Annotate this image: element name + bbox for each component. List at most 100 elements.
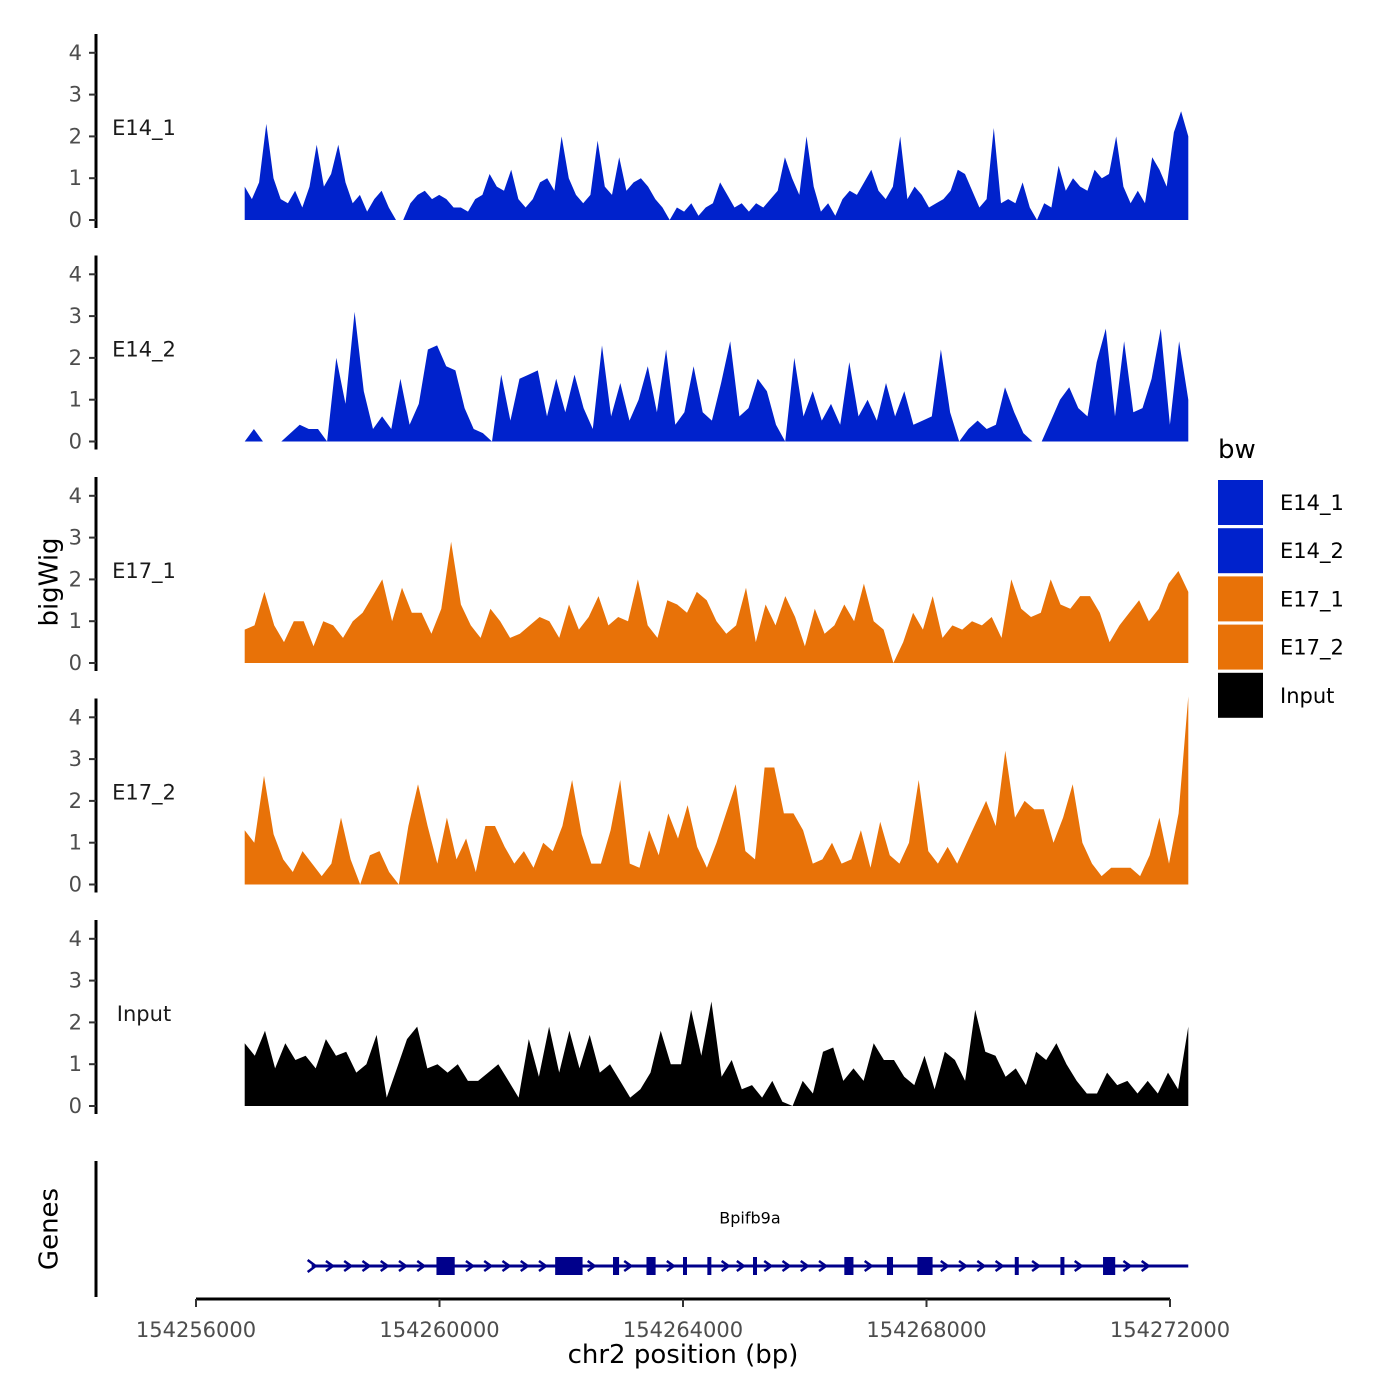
y-axis-title: bigWig bbox=[35, 537, 65, 626]
exon bbox=[646, 1257, 656, 1275]
legend-item-E14_1: E14_1 bbox=[1218, 480, 1344, 525]
x-tick-label: 154264000 bbox=[623, 1318, 743, 1342]
y-tick-label: 0 bbox=[69, 208, 82, 232]
strand-arrow bbox=[736, 1259, 746, 1273]
gene-start-mark bbox=[306, 1259, 318, 1273]
legend-swatch bbox=[1218, 480, 1263, 525]
y-tick-label: 2 bbox=[69, 567, 82, 591]
strand-arrow bbox=[465, 1259, 476, 1273]
y-tick-label: 1 bbox=[69, 1052, 82, 1076]
y-tick-label: 3 bbox=[69, 83, 82, 107]
strand-arrow bbox=[623, 1259, 634, 1273]
signal-area-E14_1 bbox=[244, 111, 1189, 220]
y-tick-label: 4 bbox=[69, 484, 82, 508]
strand-arrow bbox=[940, 1259, 950, 1273]
legend-label: E14_2 bbox=[1280, 539, 1344, 564]
strand-arrow bbox=[1140, 1259, 1151, 1273]
x-ticks: 154256000 154260000 154264000 154268000 1542… bbox=[136, 1299, 1230, 1342]
y-tick-label: 4 bbox=[69, 705, 82, 729]
exon bbox=[555, 1257, 583, 1275]
x-tick-label: 154260000 bbox=[379, 1318, 499, 1342]
legend-label: E17_1 bbox=[1280, 587, 1344, 612]
strand-arrow bbox=[361, 1259, 372, 1273]
strand-arrow bbox=[720, 1259, 731, 1273]
legend-entries: E14_1 E14_2 E17_1 E17_2 Input bbox=[1218, 480, 1344, 718]
gene-track-title: Genes bbox=[35, 1188, 65, 1270]
x-tick-label: 154272000 bbox=[1110, 1318, 1230, 1342]
strand-arrow bbox=[976, 1259, 987, 1273]
strand-arrow bbox=[416, 1259, 427, 1273]
legend-item-Input: Input bbox=[1218, 672, 1334, 718]
track-E17_2: 0 1 2 3 4 E17_2 bbox=[69, 696, 1189, 897]
gene-models: Bpifb9a bbox=[306, 1209, 1189, 1275]
gene-Bpifb9a: Bpifb9a bbox=[306, 1209, 1189, 1275]
legend-item-E17_2: E17_2 bbox=[1218, 624, 1344, 670]
y-tick-label: 3 bbox=[69, 304, 82, 328]
strand-arrow bbox=[1122, 1259, 1133, 1273]
strand-arrow bbox=[538, 1259, 549, 1273]
track-E17_1: 0 1 2 3 4 E17_1 bbox=[69, 477, 1189, 675]
y-tick-label: 0 bbox=[69, 651, 82, 675]
y-tick-label: 2 bbox=[69, 789, 82, 813]
y-tick-label: 3 bbox=[69, 969, 82, 993]
strand-arrow bbox=[325, 1259, 336, 1273]
y-tick-label: 0 bbox=[69, 1094, 82, 1118]
strand-arrow bbox=[763, 1259, 774, 1273]
bigwig-tracks: 0 1 2 3 4 E14_1 0 1 2 3 4 E14_2 0 1 2 3 4 E17_1 0 1 2 3 4 E17_2… bbox=[69, 34, 1189, 1118]
strand-arrow bbox=[994, 1259, 1005, 1273]
strand-arrow bbox=[586, 1259, 597, 1273]
signal-area-E14_2 bbox=[244, 311, 1189, 442]
y-tick-label: 1 bbox=[69, 388, 82, 412]
y-tick-label: 4 bbox=[69, 927, 82, 951]
legend-swatch bbox=[1218, 528, 1263, 574]
y-tick-label: 2 bbox=[69, 124, 82, 148]
legend-item-E14_2: E14_2 bbox=[1218, 528, 1344, 574]
track-E14_2: 0 1 2 3 4 E14_2 bbox=[69, 255, 1189, 454]
strand-arrow bbox=[398, 1259, 409, 1273]
track-label: E14_1 bbox=[112, 116, 176, 141]
x-tick-label: 154268000 bbox=[866, 1318, 986, 1342]
legend-item-E17_1: E17_1 bbox=[1218, 576, 1344, 622]
legend: bw E14_1 E14_2 E17_1 E17_2 Input bbox=[1218, 435, 1344, 718]
y-tick-label: 2 bbox=[69, 346, 82, 370]
legend-swatch bbox=[1218, 624, 1263, 670]
x-axis-title: chr2 position (bp) bbox=[568, 1340, 799, 1370]
exon bbox=[1060, 1257, 1065, 1275]
exon bbox=[1103, 1257, 1116, 1275]
y-tick-label: 1 bbox=[69, 831, 82, 855]
y-tick-label: 3 bbox=[69, 526, 82, 550]
track-E14_1: 0 1 2 3 4 E14_1 bbox=[69, 34, 1189, 232]
y-tick-label: 3 bbox=[69, 747, 82, 771]
exon bbox=[683, 1257, 687, 1275]
y-tick-label: 4 bbox=[69, 41, 82, 65]
exon bbox=[1014, 1257, 1019, 1275]
strand-arrow bbox=[379, 1259, 390, 1273]
legend-title: bw bbox=[1218, 435, 1256, 465]
signal-area-E17_1 bbox=[244, 541, 1189, 663]
signal-area-Input bbox=[244, 1001, 1189, 1106]
legend-swatch bbox=[1218, 576, 1263, 622]
y-tick-label: 0 bbox=[69, 430, 82, 454]
y-tick-label: 4 bbox=[69, 262, 82, 286]
exon bbox=[753, 1257, 758, 1275]
legend-label: Input bbox=[1280, 684, 1334, 708]
strand-arrow bbox=[818, 1259, 829, 1273]
exon bbox=[917, 1257, 933, 1275]
y-tick-label: 0 bbox=[69, 873, 82, 897]
track-label: E14_2 bbox=[112, 338, 176, 363]
exon bbox=[886, 1257, 894, 1275]
strand-arrow bbox=[343, 1259, 354, 1273]
gene-track: Genes Bpifb9a bbox=[35, 1161, 1189, 1297]
exon bbox=[844, 1257, 854, 1275]
strand-arrow bbox=[781, 1259, 792, 1273]
track-Input: 0 1 2 3 4 Input bbox=[69, 920, 1189, 1118]
exon bbox=[612, 1257, 620, 1275]
track-label: Input bbox=[117, 1002, 171, 1026]
legend-swatch bbox=[1218, 672, 1263, 718]
signal-area-E17_2 bbox=[244, 696, 1189, 885]
y-tick-label: 1 bbox=[69, 166, 82, 190]
y-tick-label: 1 bbox=[69, 609, 82, 633]
exon bbox=[436, 1257, 455, 1275]
strand-arrow bbox=[483, 1259, 494, 1273]
